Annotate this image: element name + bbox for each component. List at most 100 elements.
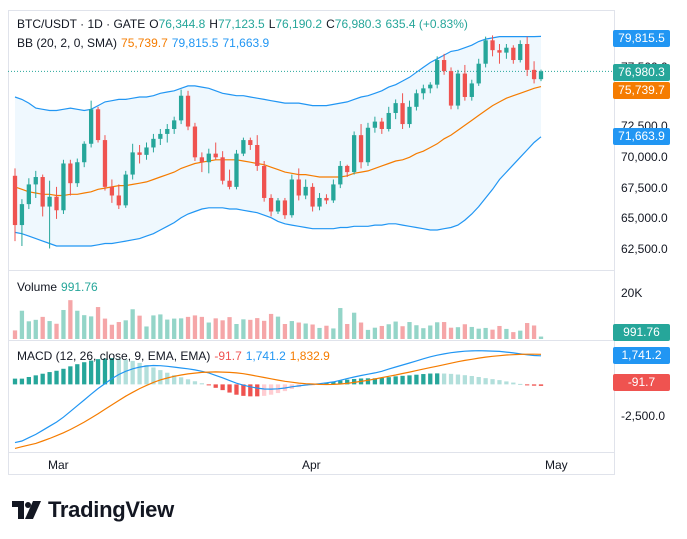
macd-hist-bar: [82, 362, 87, 385]
volume-bar: [151, 315, 156, 339]
candle-up: [82, 143, 87, 163]
candle-down: [310, 186, 315, 207]
open-label: O: [149, 17, 159, 31]
candle-down: [255, 145, 260, 166]
volume-bar: [275, 316, 281, 339]
macd-hist-bar: [338, 380, 343, 385]
candle-down: [462, 73, 468, 97]
price-tick: 70,000.0: [621, 150, 668, 164]
x-tick: May: [545, 458, 568, 472]
candle-down: [116, 195, 121, 206]
candle-down: [345, 165, 350, 173]
volume-bar: [476, 328, 481, 339]
volume-bar: [310, 324, 315, 339]
macd-hist-bar: [158, 370, 163, 385]
macd-hist-bar: [428, 373, 433, 385]
macd-hist-bar: [213, 384, 218, 388]
volume-legend: Volume 991.76: [17, 280, 102, 294]
bb-band-fill: [15, 36, 541, 247]
candle-down: [400, 103, 405, 125]
candle-up: [33, 177, 38, 185]
macd-hist-bar: [130, 360, 135, 385]
macd-legend: MACD (12, 26, close, 9, EMA, EMA) -91.7 1,…: [17, 349, 334, 363]
candle-down: [137, 152, 142, 155]
volume-bar: [379, 325, 384, 339]
macd-hist-bar: [185, 379, 191, 385]
candle-down: [213, 153, 218, 158]
volume-bar: [414, 325, 419, 339]
candle-up: [19, 204, 25, 226]
volume-label: Volume: [17, 280, 58, 294]
change-value: 635.4 (+0.83%): [385, 17, 468, 31]
candle-up: [144, 147, 149, 155]
candle-up: [158, 133, 163, 139]
volume-bar: [227, 317, 232, 339]
volume-bar: [165, 319, 170, 339]
candle-up: [130, 152, 135, 175]
volume-bar: [130, 309, 135, 339]
macd-hist-bar: [421, 374, 426, 385]
volume-bar: [109, 324, 115, 339]
candle-up: [338, 165, 343, 185]
volume-tick: 20K: [621, 286, 643, 300]
volume-bar: [331, 328, 336, 339]
macd-hist-bar: [68, 366, 73, 385]
x-tick: Mar: [48, 458, 69, 472]
close-value: 76,980.3: [334, 17, 382, 31]
candle-down: [199, 157, 205, 163]
volume-bar: [386, 324, 391, 339]
volume-bar: [469, 326, 474, 339]
macd-hist-bar: [12, 378, 18, 385]
macd-hist-bar: [109, 358, 115, 385]
macd-hist-bar: [400, 375, 405, 385]
candle-up: [303, 186, 308, 196]
price-tick: 67,500.0: [621, 181, 668, 195]
candle-up: [365, 127, 371, 163]
macd-hist-bar: [407, 375, 412, 385]
volume-bar: [185, 316, 191, 339]
macd-hist-bar: [75, 364, 80, 385]
macd-hist-bar: [144, 365, 149, 385]
volume-bar: [538, 336, 544, 339]
candle-down: [282, 200, 288, 216]
bb-label: BB (20, 2, 0, SMA): [17, 36, 118, 50]
macd-label: MACD (12, 26, close, 9, EMA, EMA): [17, 349, 211, 363]
volume-bar: [137, 315, 142, 339]
bb-upper-value: 79,815.5: [171, 36, 219, 50]
macd-hist-bar: [455, 374, 461, 385]
macd-hist-bar: [448, 373, 454, 385]
volume-bar: [289, 321, 294, 339]
volume-bar: [303, 323, 308, 339]
macd-hist-tag: -91.7: [613, 374, 670, 391]
volume-bar: [241, 319, 246, 339]
macd-hist-bar: [54, 370, 59, 385]
macd-hist-bar: [351, 378, 357, 385]
macd-hist-bar: [95, 359, 101, 385]
candle-up: [172, 120, 177, 129]
volume-bar: [220, 320, 225, 339]
high-label: H: [209, 17, 218, 31]
candle-down: [262, 165, 267, 198]
tradingview-logo[interactable]: TradingView: [12, 497, 174, 523]
candle-down: [95, 109, 101, 141]
macd-hist-bar: [469, 376, 474, 385]
volume-bar: [40, 316, 45, 339]
macd-hist-bar: [248, 384, 253, 397]
volume-bar: [75, 310, 80, 339]
volume-bar: [455, 327, 461, 339]
macd-hist-bar: [518, 383, 523, 385]
volume-bar: [116, 322, 121, 339]
macd-hist-bar: [262, 384, 267, 396]
candle-down: [102, 140, 108, 187]
macd-hist-bar: [483, 378, 488, 385]
x-tick: Apr: [302, 458, 321, 472]
candle-up: [206, 153, 211, 163]
candle-down: [68, 163, 73, 184]
candle-down: [248, 140, 253, 145]
macd-hist-bar: [538, 384, 544, 386]
macd-hist-bar: [462, 375, 468, 385]
candle-up: [75, 162, 80, 184]
tradingview-wordmark: TradingView: [48, 497, 174, 522]
macd-hist-bar: [47, 372, 52, 385]
